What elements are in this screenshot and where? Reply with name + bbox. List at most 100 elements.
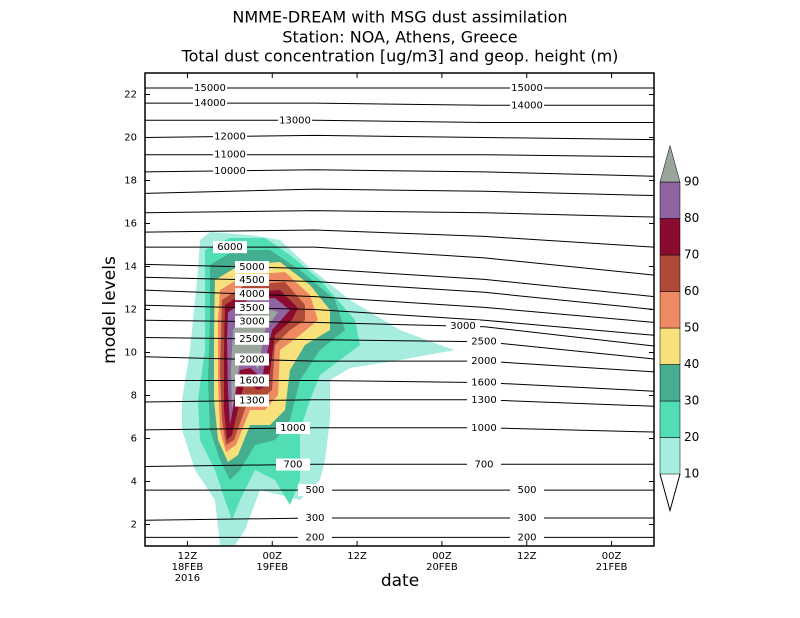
height-contour: [144, 463, 654, 467]
contour-label-bg: [213, 130, 247, 143]
contour-label-bg: [235, 301, 269, 314]
colorbar-label: 20: [684, 430, 699, 444]
contour-label-bg: [467, 355, 501, 368]
contour-label-bg: [235, 261, 269, 274]
contour-label: 1600: [239, 375, 264, 386]
contour-label: 1300: [471, 395, 496, 406]
height-contour: [144, 276, 655, 310]
x-tick-sublabel: 19FEB: [256, 562, 288, 573]
height-contour: [144, 427, 655, 433]
colorbar-label: 80: [684, 211, 699, 225]
contour-label-bg: [467, 458, 501, 471]
contour-label-bg: [193, 97, 227, 110]
contour-label: 4000: [239, 289, 264, 300]
colorbar-box: [659, 327, 681, 365]
y-tick-label: 6: [131, 434, 137, 445]
colorbar-box: [659, 254, 681, 292]
contour-label-bg: [467, 393, 501, 406]
contour-label: 2500: [471, 337, 496, 348]
colorbar-under: [659, 473, 681, 513]
height-contour: [144, 319, 655, 347]
x-tick-sublabel: 21FEB: [596, 562, 628, 573]
contour-label: 10000: [214, 166, 246, 177]
x-tick-label: 00Z: [432, 551, 452, 562]
title-line: Station: NOA, Athens, Greece: [282, 28, 517, 47]
contour-label-bg: [213, 164, 247, 177]
contour-label: 2000: [471, 356, 496, 367]
colorbar-label: 10: [684, 467, 699, 481]
contour-label-bg: [298, 512, 332, 525]
height-contour: [145, 379, 655, 392]
height-contour: [144, 289, 655, 323]
height-contour: [144, 399, 655, 407]
colorbar-box: [659, 181, 681, 219]
colorbar-label: 30: [684, 394, 699, 408]
colorbar-label: 50: [684, 321, 699, 335]
contour-label: 700: [474, 459, 493, 470]
colorbar-label: 90: [684, 175, 699, 189]
contour-label-bg: [235, 315, 269, 328]
contour-label: 14000: [511, 100, 543, 111]
contour-label-bg: [278, 114, 312, 127]
contour-label: 300: [305, 513, 324, 524]
contour-label-bg: [235, 353, 269, 366]
y-tick-label: 10: [124, 348, 137, 359]
colorbar-label: 60: [684, 284, 699, 298]
contour-label: 3000: [450, 321, 475, 332]
height-contour: [144, 188, 655, 197]
colorbar-over: [659, 144, 681, 183]
y-tick-label: 16: [124, 219, 137, 230]
colorbar-label: 40: [684, 357, 699, 371]
colorbar-label: 70: [684, 248, 699, 262]
contour-label-bg: [510, 484, 544, 497]
height-contour: [144, 356, 655, 373]
colorbar-box: [659, 400, 681, 438]
contour-label-bg: [510, 512, 544, 525]
contour-label-bg: [235, 288, 269, 301]
title-line: NMME-DREAM with MSG dust assimilation: [232, 8, 567, 27]
contour-label-bg: [510, 99, 544, 112]
contour-label: 12000: [214, 131, 246, 142]
contour-label-bg: [235, 394, 269, 407]
y-tick-label: 8: [131, 391, 137, 402]
x-tick-sublabel: 18FEB: [172, 562, 204, 573]
x-tick-label: 12Z: [178, 551, 198, 562]
x-tick-label: 00Z: [262, 551, 282, 562]
contour-label: 3000: [239, 317, 264, 328]
y-tick-label: 14: [124, 262, 137, 273]
contour-label-bg: [213, 148, 247, 161]
contour-label: 15000: [511, 83, 543, 94]
height-contour: [144, 210, 655, 218]
contour-label: 1600: [471, 378, 496, 389]
x-tick-label: 00Z: [602, 551, 622, 562]
height-contour: [144, 263, 655, 298]
contour-label-bg: [235, 374, 269, 387]
height-contour: [145, 119, 654, 123]
contour-label: 15000: [194, 83, 226, 94]
contour-label: 2500: [239, 334, 264, 345]
contour-label: 2000: [239, 355, 264, 366]
contour-label: 6000: [217, 242, 242, 253]
colorbar-box: [659, 291, 681, 329]
contour-label-bg: [235, 273, 269, 286]
height-contour: [144, 229, 655, 248]
contour-label-bg: [193, 82, 227, 95]
y-tick-label: 2: [131, 520, 137, 531]
height-contour: [144, 517, 654, 521]
y-axis-label: model levels: [100, 256, 120, 364]
contour-label: 1000: [471, 423, 496, 434]
contour-label-bg: [298, 531, 332, 544]
contour-label: 5000: [239, 262, 264, 273]
height-contour: [144, 336, 655, 360]
colorbar-box: [659, 364, 681, 402]
contour-label-bg: [235, 332, 269, 345]
contour-label: 14000: [194, 98, 226, 109]
y-tick-label: 22: [124, 90, 137, 101]
y-tick-label: 4: [131, 477, 137, 488]
contour-label-bg: [467, 335, 501, 348]
contour-label-bg: [510, 531, 544, 544]
x-tick-sublabel: 20FEB: [426, 562, 458, 573]
y-tick-label: 12: [124, 305, 137, 316]
contour-label-bg: [213, 241, 247, 254]
